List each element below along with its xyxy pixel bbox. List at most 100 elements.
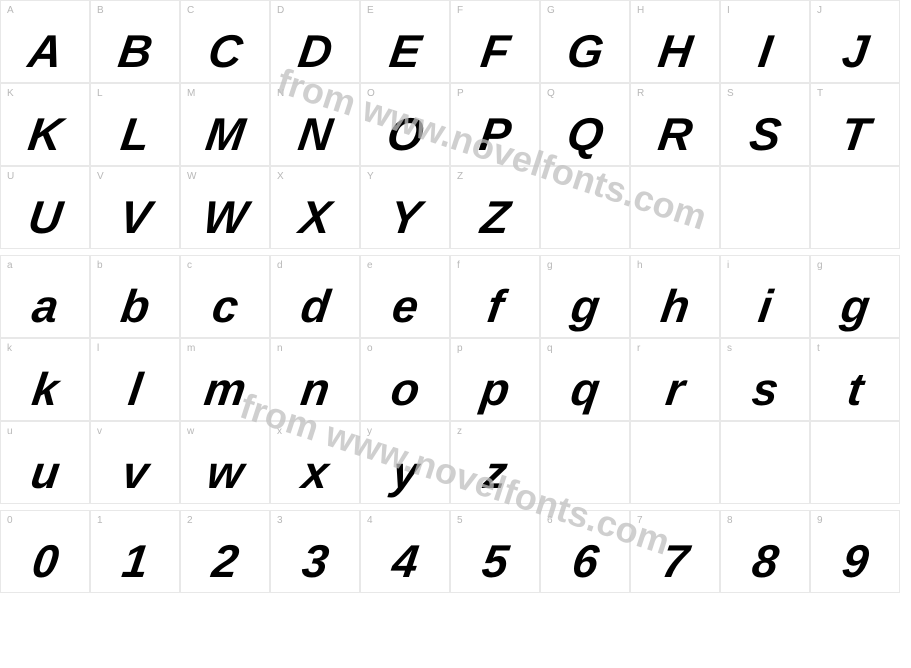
- font-character-map: AABBCCDDEEFFGGHHIIJJKKLLMMNNOOPPQQRRSSTT…: [0, 0, 911, 668]
- glyph-cell: MM: [180, 83, 270, 166]
- glyph-cell-label: o: [367, 343, 373, 354]
- glyph-cell-label: B: [97, 5, 104, 16]
- glyph-cell-glyph: X: [268, 194, 362, 240]
- glyph-cell-glyph: h: [628, 283, 722, 329]
- glyph-cell-glyph: 2: [178, 538, 272, 584]
- glyph-cell-glyph: O: [358, 111, 452, 157]
- glyph-cell: ii: [720, 255, 810, 338]
- glyph-cell: hh: [630, 255, 720, 338]
- glyph-cell-glyph: f: [448, 283, 542, 329]
- glyph-cell-label: M: [187, 88, 195, 99]
- glyph-cell-label: W: [187, 171, 196, 182]
- glyph-cell-glyph: w: [178, 449, 272, 495]
- glyph-cell: PP: [450, 83, 540, 166]
- glyph-cell-label: n: [277, 343, 283, 354]
- glyph-cell-glyph: 5: [448, 538, 542, 584]
- glyph-cell-label: X: [277, 171, 284, 182]
- glyph-cell-label: 1: [97, 515, 103, 526]
- glyph-cell-label: R: [637, 88, 644, 99]
- glyph-cell: gg: [810, 255, 900, 338]
- glyph-cell-glyph: 1: [88, 538, 182, 584]
- glyph-cell: ee: [360, 255, 450, 338]
- glyph-cell-label: A: [7, 5, 14, 16]
- glyph-cell: 00: [0, 510, 90, 593]
- glyph-cell-glyph: q: [538, 366, 632, 412]
- glyph-cell-glyph: T: [808, 111, 902, 157]
- glyph-cell-glyph: z: [448, 449, 542, 495]
- glyph-cell-label: T: [817, 88, 823, 99]
- glyph-cell-glyph: o: [358, 366, 452, 412]
- glyph-cell: yy: [360, 421, 450, 504]
- glyph-cell: qq: [540, 338, 630, 421]
- glyph-cell: AA: [0, 0, 90, 83]
- glyph-cell-glyph: t: [808, 366, 902, 412]
- glyph-cell-label: a: [7, 260, 13, 271]
- glyph-cell-label: r: [637, 343, 640, 354]
- glyph-cell: JJ: [810, 0, 900, 83]
- glyph-cell: gg: [540, 255, 630, 338]
- glyph-cell: 33: [270, 510, 360, 593]
- glyph-cell: XX: [270, 166, 360, 249]
- glyph-cell-glyph: r: [628, 366, 722, 412]
- glyph-cell-glyph: B: [88, 28, 182, 74]
- glyph-cell-glyph: 4: [358, 538, 452, 584]
- glyph-cell-glyph: A: [0, 28, 92, 74]
- glyph-cell-glyph: 9: [808, 538, 902, 584]
- glyph-cell-glyph: g: [538, 283, 632, 329]
- glyph-cell: bb: [90, 255, 180, 338]
- glyph-cell: DD: [270, 0, 360, 83]
- glyph-cell-glyph: g: [808, 283, 902, 329]
- glyph-cell: 55: [450, 510, 540, 593]
- glyph-cell-glyph: N: [268, 111, 362, 157]
- glyph-cell-label: 6: [547, 515, 553, 526]
- glyph-cell-label: V: [97, 171, 104, 182]
- glyph-cell-label: y: [367, 426, 372, 437]
- glyph-cell-glyph: W: [178, 194, 272, 240]
- glyph-cell-empty: [720, 166, 810, 249]
- glyph-cell-label: Z: [457, 171, 463, 182]
- glyph-cell-label: 8: [727, 515, 733, 526]
- glyph-cell-label: 0: [7, 515, 13, 526]
- glyph-cell: II: [720, 0, 810, 83]
- glyph-cell-glyph: L: [88, 111, 182, 157]
- glyph-cell: NN: [270, 83, 360, 166]
- glyph-cell: LL: [90, 83, 180, 166]
- glyph-cell: dd: [270, 255, 360, 338]
- glyph-cell: HH: [630, 0, 720, 83]
- glyph-cell-empty: [810, 421, 900, 504]
- glyph-cell-glyph: G: [538, 28, 632, 74]
- glyph-cell-empty: [630, 166, 720, 249]
- glyph-cell-empty: [630, 421, 720, 504]
- glyph-cell: RR: [630, 83, 720, 166]
- glyph-cell-label: w: [187, 426, 194, 437]
- glyph-cell: kk: [0, 338, 90, 421]
- glyph-cell-label: b: [97, 260, 103, 271]
- glyph-cell: SS: [720, 83, 810, 166]
- glyph-cell-label: Y: [367, 171, 374, 182]
- glyph-cell: 99: [810, 510, 900, 593]
- glyph-cell-empty: [540, 166, 630, 249]
- glyph-cell-glyph: l: [88, 366, 182, 412]
- glyph-cell-glyph: k: [0, 366, 92, 412]
- glyph-cell: rr: [630, 338, 720, 421]
- glyph-cell-label: 3: [277, 515, 283, 526]
- glyph-cell-label: v: [97, 426, 102, 437]
- glyph-cell-glyph: n: [268, 366, 362, 412]
- glyph-cell-glyph: 0: [0, 538, 92, 584]
- glyph-cell: 22: [180, 510, 270, 593]
- glyph-cell-glyph: x: [268, 449, 362, 495]
- glyph-cell-glyph: a: [0, 283, 92, 329]
- glyph-cell: pp: [450, 338, 540, 421]
- glyph-cell-label: s: [727, 343, 732, 354]
- glyph-cell: 11: [90, 510, 180, 593]
- glyph-cell-glyph: P: [448, 111, 542, 157]
- glyph-cell-glyph: C: [178, 28, 272, 74]
- glyph-cell: FF: [450, 0, 540, 83]
- glyph-cell-label: N: [277, 88, 284, 99]
- glyph-cell-label: 2: [187, 515, 193, 526]
- glyph-cell-label: 4: [367, 515, 373, 526]
- glyph-cell: ff: [450, 255, 540, 338]
- glyph-cell-glyph: m: [178, 366, 272, 412]
- glyph-cell-glyph: R: [628, 111, 722, 157]
- glyph-cell-glyph: U: [0, 194, 92, 240]
